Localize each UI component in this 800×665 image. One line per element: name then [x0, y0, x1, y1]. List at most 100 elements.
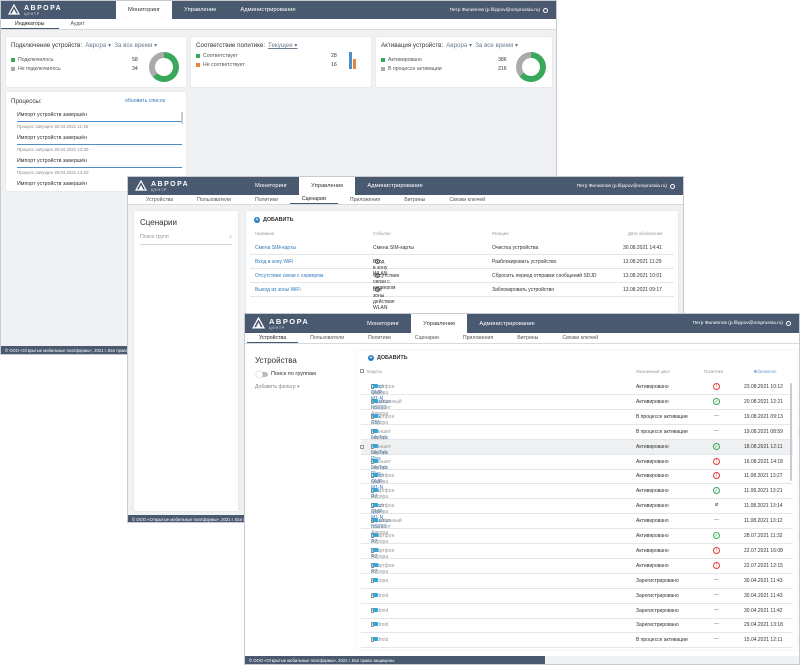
- scenario-name[interactable]: Отсутствие связи с сервером: [255, 273, 324, 279]
- tab-apps[interactable]: Приложения: [462, 335, 494, 341]
- message-icon[interactable]: [373, 503, 378, 508]
- col-lifecycle[interactable]: Жизненный цикл: [636, 369, 670, 374]
- table-row[interactable]: Qtech QMP-M1-N смартфон АврораАктивирова…: [361, 380, 793, 402]
- col-updated[interactable]: Обновлено ▾: [754, 369, 777, 374]
- table-row[interactable]: Inoi R7 смартфон АврораАктивировано✓11.0…: [361, 484, 793, 500]
- message-icon[interactable]: [373, 562, 378, 567]
- table-row[interactable]: Qtech QMP-M1-N смартфон АврораАктивирова…: [361, 469, 793, 491]
- tab-devices[interactable]: Устройства: [247, 333, 299, 343]
- tab-administration[interactable]: Администрирование: [367, 183, 423, 189]
- message-icon[interactable]: [373, 443, 378, 448]
- scenario-name[interactable]: Смена SIM-карты: [255, 245, 296, 251]
- scenario-name[interactable]: Выход из зоны WiFi: [255, 287, 301, 293]
- message-icon[interactable]: [373, 547, 378, 552]
- os-select[interactable]: Аврора ▾: [446, 42, 473, 49]
- message-icon[interactable]: [373, 488, 378, 493]
- message-icon[interactable]: [373, 533, 378, 537]
- scrollbar[interactable]: [181, 112, 183, 124]
- device-model[interactable]: Aquarius NS220: [371, 398, 391, 411]
- message-icon[interactable]: [373, 592, 378, 597]
- table-row[interactable]: Aquarius NS220 защищенный планшет Аврора…: [361, 514, 793, 536]
- info-icon[interactable]: i: [375, 259, 380, 264]
- message-icon[interactable]: [373, 458, 378, 463]
- tab-policies[interactable]: Политики: [368, 335, 391, 341]
- tab-keychains[interactable]: Связки ключей: [449, 196, 486, 203]
- col-name[interactable]: Название: [255, 231, 275, 236]
- group-search-toggle[interactable]: [256, 371, 268, 378]
- tab-management[interactable]: Управление: [184, 7, 217, 13]
- tab-audit[interactable]: Аудит: [70, 21, 85, 27]
- table-row[interactable]: Вход в зону WiFi Вход в зону WLAN i Разбл…: [250, 255, 674, 277]
- table-row[interactable]: F+ LifeTab Plus планшет АврораАктивирова…: [360, 439, 793, 462]
- col-model[interactable]: Модель: [367, 369, 383, 374]
- tab-showcases[interactable]: Витрины: [517, 335, 539, 341]
- tab-devices[interactable]: Устройства: [146, 196, 174, 203]
- tab-monitoring[interactable]: Мониторинг: [255, 183, 288, 189]
- scenario-name[interactable]: Вход в зону WiFi: [255, 259, 294, 265]
- tab-indicators[interactable]: Индикаторы: [1, 19, 59, 29]
- message-icon[interactable]: [373, 473, 378, 478]
- add-filter-button[interactable]: Добавить фильтр ▾: [255, 384, 300, 390]
- device-model[interactable]: Aquarius NS220: [371, 518, 391, 531]
- info-icon[interactable]: i: [375, 273, 380, 278]
- message-icon[interactable]: [373, 607, 378, 612]
- period-select[interactable]: За все время ▾: [475, 42, 519, 49]
- table-row[interactable]: Inoi R7 смартфон АврораАктивировано✓28.0…: [361, 529, 793, 545]
- os-select[interactable]: Аврора ▾: [85, 42, 112, 49]
- refresh-list-link[interactable]: обновить список: [125, 98, 165, 104]
- message-icon[interactable]: [373, 428, 378, 433]
- message-icon[interactable]: [373, 637, 378, 642]
- tab-users[interactable]: Пользователи: [197, 196, 231, 203]
- info-icon[interactable]: i: [375, 287, 380, 292]
- message-icon[interactable]: [373, 398, 378, 403]
- select-all-checkbox[interactable]: [360, 369, 364, 373]
- message-icon[interactable]: [373, 622, 378, 627]
- tab-management[interactable]: Управление: [299, 177, 356, 195]
- tab-users[interactable]: Пользователи: [310, 335, 344, 341]
- group-search-input[interactable]: Поиск групп ⌕: [140, 234, 232, 245]
- tab-administration[interactable]: Администрирование: [479, 320, 535, 327]
- scrollbar[interactable]: [790, 383, 792, 481]
- tab-scenarios[interactable]: Сценарии: [289, 195, 338, 204]
- tab-monitoring[interactable]: Мониторинг: [367, 320, 400, 327]
- table-row[interactable]: Отсутствие связи с сервером Отсутствие с…: [250, 269, 674, 291]
- user-menu[interactable]: Петр Филиппов (p.filippov@omprussia.ru): [693, 314, 791, 333]
- message-icon[interactable]: [373, 384, 378, 388]
- col-policy[interactable]: Политика: [704, 369, 724, 374]
- tab-scenarios[interactable]: Сценарии: [414, 335, 439, 341]
- tab-apps[interactable]: Приложения: [349, 196, 381, 203]
- tab-keychains[interactable]: Связки ключей: [562, 335, 599, 341]
- user-menu[interactable]: Петр Филиппов (p.filippov@omprussia.ru): [577, 177, 675, 195]
- row-checkbox[interactable]: [360, 444, 364, 449]
- user-menu[interactable]: Петр Филиппов (p.filippov@omprussia.ru): [450, 1, 548, 19]
- col-reaction[interactable]: Реакция: [492, 231, 509, 236]
- table-row[interactable]: Inoi R7 смартфон АврораАктивировано!22.0…: [361, 544, 793, 560]
- col-date[interactable]: Дата обновления: [628, 231, 663, 236]
- tab-showcases[interactable]: Витрины: [404, 196, 426, 203]
- table-row[interactable]: Inoi R7 смартфон АврораАктивировано!22.0…: [361, 559, 793, 575]
- tab-monitoring[interactable]: Мониторинг: [116, 1, 173, 19]
- table-row[interactable]: Aquarius NS220 защищенный планшет Аврора…: [361, 395, 793, 417]
- message-icon[interactable]: [373, 577, 378, 582]
- col-event[interactable]: Событие: [373, 231, 391, 236]
- table-row[interactable]: Qtech QMP-M1-N смартфон АврораАктивирова…: [361, 499, 793, 521]
- message-icon[interactable]: [373, 518, 378, 523]
- add-button[interactable]: + ДОБАВИТЬ: [254, 217, 294, 223]
- tab-management[interactable]: Управление: [411, 314, 468, 333]
- table-row[interactable]: F+ LifeTab Plus планшет АврораАктивирова…: [361, 455, 793, 477]
- compliance-select[interactable]: Текущее ▾: [268, 42, 298, 49]
- tab-policies[interactable]: Политики: [255, 196, 278, 203]
- tab-administration[interactable]: Администрирование: [240, 7, 296, 13]
- table-row[interactable]: Выход из зоны WiFi Вне зоны действия WLA…: [250, 283, 674, 311]
- add-button[interactable]: + ДОБАВИТЬ: [368, 355, 408, 361]
- message-icon[interactable]: [373, 413, 378, 418]
- period-select[interactable]: За все время ▾: [114, 42, 158, 49]
- table-row[interactable]: Смена SIM-карты Смена SIM-карты Очистка …: [250, 241, 674, 255]
